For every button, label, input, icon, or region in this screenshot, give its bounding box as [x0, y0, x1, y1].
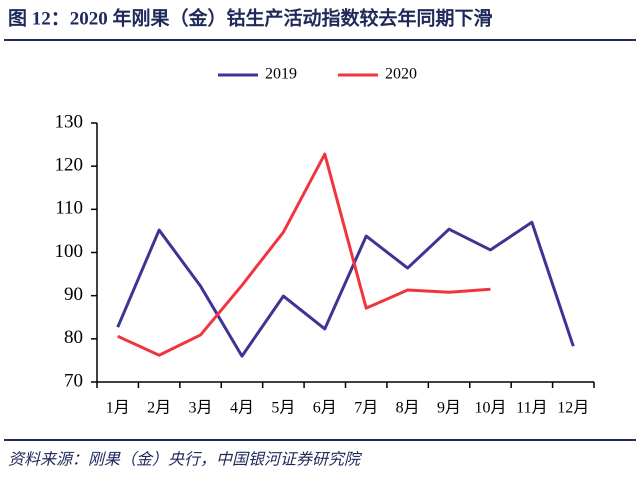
x-tick-label: 4月 — [230, 400, 254, 417]
source-note: 资料来源：刚果（金）央行，中国银河证券研究院 — [8, 451, 363, 469]
x-tick-label: 6月 — [313, 400, 337, 417]
x-tick-label: 7月 — [354, 400, 378, 417]
y-tick-label: 130 — [55, 111, 84, 132]
x-tick-label: 8月 — [396, 400, 420, 417]
x-tick-label: 2月 — [147, 400, 171, 417]
series-line — [116, 220, 575, 358]
y-tick-label: 120 — [55, 155, 84, 176]
y-tick-label: 110 — [55, 198, 83, 219]
y-tick-label: 90 — [64, 284, 83, 305]
x-tick-label: 11月 — [516, 400, 547, 417]
x-tick-label: 10月 — [474, 400, 506, 417]
x-tick-label: 3月 — [189, 400, 213, 417]
legend-label: 2019 — [265, 66, 297, 83]
y-tick-label: 100 — [55, 241, 84, 262]
x-tick-label: 5月 — [271, 400, 295, 417]
y-tick-label: 80 — [64, 327, 83, 348]
x-tick-label: 12月 — [557, 400, 589, 417]
x-tick-label: 9月 — [437, 400, 461, 417]
x-tick-label: 1月 — [106, 400, 130, 417]
series-line — [117, 152, 491, 357]
chart-title: 图 12：2020 年刚果（金）钴生产活动指数较去年同期下滑 — [8, 6, 493, 29]
legend-label: 2020 — [385, 66, 417, 83]
y-tick-label: 70 — [64, 370, 83, 391]
